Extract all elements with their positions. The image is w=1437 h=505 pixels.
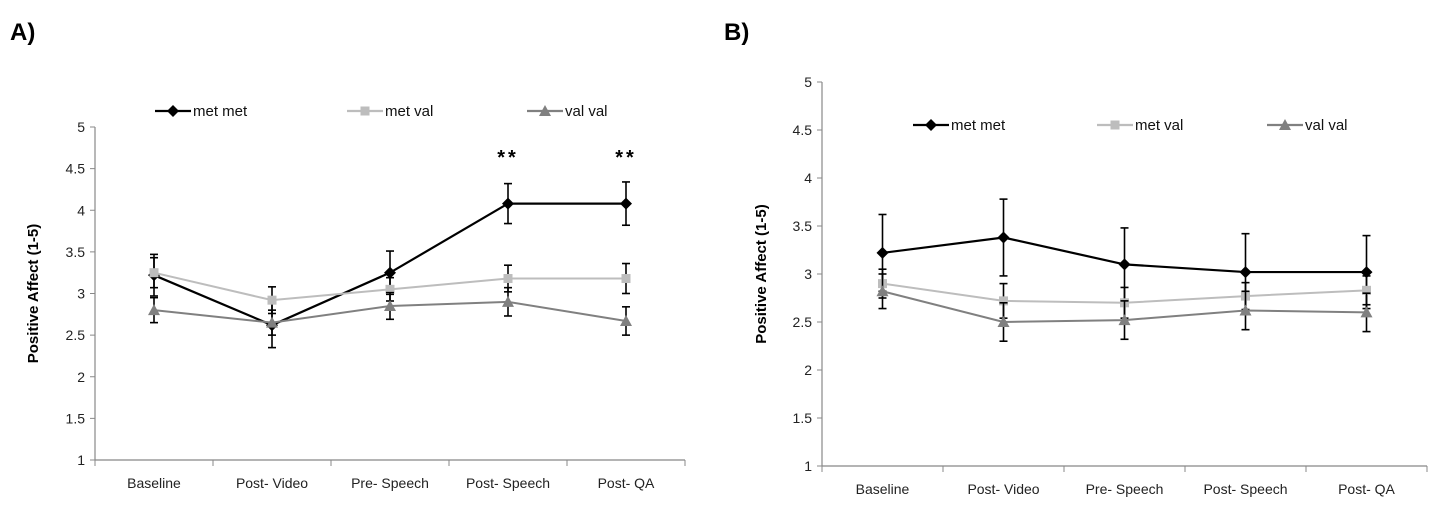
significance-marker: **	[497, 147, 519, 169]
legend-marker	[1279, 119, 1291, 130]
legend-label: met val	[1135, 117, 1183, 134]
data-point	[1118, 258, 1131, 271]
y-axis-title: Positive Affect (1-5)	[753, 204, 770, 343]
data-point	[1360, 306, 1373, 318]
y-tick-label: 3.5	[66, 244, 86, 260]
y-tick-label: 3	[77, 286, 85, 302]
data-point	[1239, 304, 1252, 316]
x-tick-label: Pre- Speech	[351, 475, 429, 491]
x-tick-label: Baseline	[856, 481, 910, 497]
y-tick-label: 5	[804, 74, 812, 90]
x-tick-label: Post- Video	[967, 481, 1039, 497]
legend-label: met val	[385, 103, 433, 120]
legend-marker	[167, 105, 179, 117]
data-point	[148, 304, 160, 316]
x-tick-label: Baseline	[127, 475, 181, 491]
y-tick-label: 3.5	[793, 218, 813, 234]
data-point	[503, 274, 513, 284]
y-tick-label: 4.5	[793, 122, 813, 138]
panel-label: A)	[10, 19, 35, 46]
x-tick-label: Post- QA	[1338, 481, 1395, 497]
x-tick-label: Post- Speech	[1203, 481, 1287, 497]
x-tick-label: Pre- Speech	[1086, 481, 1164, 497]
data-point	[149, 268, 159, 278]
data-point	[1118, 314, 1131, 326]
data-point	[997, 316, 1010, 327]
y-tick-label: 5	[77, 119, 85, 135]
data-point	[620, 314, 632, 326]
y-axis-title: Positive Affect (1-5)	[25, 224, 42, 363]
y-tick-label: 1	[77, 452, 85, 468]
legend-label: met met	[951, 117, 1006, 134]
significance-marker: **	[615, 147, 637, 169]
data-point	[266, 316, 278, 328]
data-point	[1362, 285, 1371, 295]
data-point	[385, 284, 395, 294]
y-tick-label: 2	[77, 369, 85, 385]
y-tick-label: 1.5	[66, 410, 86, 426]
panel-label: B)	[724, 19, 749, 46]
legend-marker	[539, 105, 551, 116]
data-point	[1360, 266, 1373, 279]
data-point	[1239, 266, 1252, 279]
y-tick-label: 2	[804, 362, 812, 378]
data-point	[384, 299, 396, 311]
y-tick-label: 4	[77, 202, 85, 218]
y-tick-label: 1	[804, 458, 812, 474]
x-tick-label: Post- QA	[598, 475, 655, 491]
legend-label: val val	[1305, 117, 1348, 134]
data-point	[502, 295, 514, 307]
data-point	[876, 246, 889, 259]
legend-label: met met	[193, 103, 248, 120]
x-tick-label: Post- Video	[236, 475, 308, 491]
y-tick-label: 4.5	[66, 161, 86, 177]
data-point	[876, 285, 889, 297]
y-tick-label: 2.5	[793, 314, 813, 330]
data-point	[997, 231, 1010, 244]
data-point	[621, 274, 631, 284]
x-tick-label: Post- Speech	[466, 475, 550, 491]
y-tick-label: 1.5	[793, 410, 813, 426]
data-point	[999, 296, 1008, 306]
legend-label: val val	[565, 103, 608, 120]
y-tick-label: 4	[804, 170, 812, 186]
legend-marker	[925, 119, 937, 131]
legend-marker	[360, 106, 370, 116]
y-tick-label: 2.5	[66, 327, 86, 343]
panel-a: A) 1 1.5 2 2.5 3 3.5 4 4.5 5 Baseline Post- Video Pr…	[10, 19, 686, 491]
data-point	[620, 197, 632, 210]
panel-b: B) 1 1.5 2 2.5 3 3.5 4 4.5 5 Baseline Post- Video Pr…	[724, 19, 1428, 497]
legend-marker	[1110, 120, 1120, 130]
data-point	[267, 295, 277, 305]
data-point	[502, 197, 514, 210]
y-tick-label: 3	[804, 266, 812, 282]
data-point	[384, 266, 396, 279]
